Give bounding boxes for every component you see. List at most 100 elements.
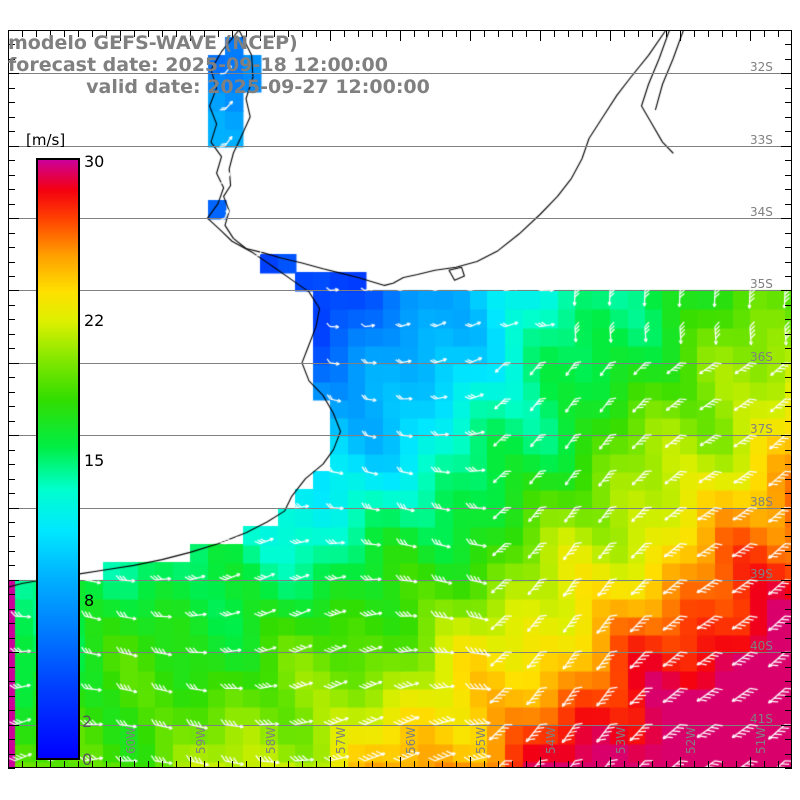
tick-left	[8, 435, 19, 436]
tick-top	[232, 30, 233, 37]
tick-top	[330, 30, 331, 41]
tick-right	[785, 88, 792, 89]
tick-top	[750, 30, 751, 41]
lon-label-60W: 60W	[124, 726, 138, 754]
tick-right	[781, 435, 792, 436]
tick-right	[785, 102, 792, 103]
tick-bottom	[22, 761, 23, 768]
tick-bottom	[218, 761, 219, 768]
tick-left	[8, 262, 15, 263]
tick-bottom	[358, 761, 359, 768]
tick-right	[781, 218, 792, 219]
tick-top	[512, 30, 513, 37]
tick-left	[8, 667, 15, 668]
tick-left	[8, 233, 15, 234]
colorbar-tick-22: 22	[84, 310, 105, 330]
tick-top	[288, 30, 289, 37]
colorbar-tick-15: 15	[84, 451, 105, 470]
tick-left	[8, 681, 15, 682]
colorbar-units: [m/s]	[26, 131, 66, 149]
tick-bottom	[428, 761, 429, 768]
tick-right	[785, 667, 792, 668]
lon-label-56W: 56W	[404, 726, 418, 754]
tick-left	[8, 363, 19, 364]
tick-bottom	[288, 761, 289, 768]
tick-bottom	[120, 757, 121, 768]
tick-top	[92, 30, 93, 37]
tick-top	[218, 30, 219, 37]
lon-label-58W: 58W	[264, 726, 278, 754]
map-plot-area[interactable]	[8, 30, 792, 768]
tick-left	[8, 160, 15, 161]
tick-bottom	[414, 761, 415, 768]
tick-bottom	[498, 761, 499, 768]
tick-right	[785, 623, 792, 624]
tick-left	[8, 189, 15, 190]
tick-right	[785, 348, 792, 349]
tick-bottom	[540, 757, 541, 768]
tick-top	[764, 30, 765, 37]
tick-bottom	[386, 761, 387, 768]
tick-top	[652, 30, 653, 37]
tick-bottom	[134, 761, 135, 768]
tick-right	[785, 609, 792, 610]
tick-top	[260, 30, 261, 41]
tick-left	[8, 102, 15, 103]
tick-top	[190, 30, 191, 41]
tick-top	[526, 30, 527, 37]
tick-bottom	[36, 761, 37, 768]
tick-top	[722, 30, 723, 37]
tick-bottom	[694, 761, 695, 768]
tick-bottom	[582, 761, 583, 768]
tick-right	[785, 262, 792, 263]
tick-top	[358, 30, 359, 37]
tick-right	[785, 117, 792, 118]
tick-left	[8, 247, 15, 248]
lat-label-35S: 35S	[750, 277, 773, 292]
lat-label-40S: 40S	[750, 639, 773, 654]
tick-left	[8, 59, 15, 60]
tick-top	[316, 30, 317, 37]
tick-left	[8, 377, 15, 378]
tick-right	[785, 392, 792, 393]
tick-top	[610, 30, 611, 41]
tick-bottom	[680, 757, 681, 768]
tick-bottom	[638, 761, 639, 768]
lat-label-41S: 41S	[750, 711, 773, 726]
tick-bottom	[344, 761, 345, 768]
tick-top	[680, 30, 681, 41]
tick-bottom	[232, 761, 233, 768]
tick-right	[785, 710, 792, 711]
tick-bottom	[246, 761, 247, 768]
colorbar-tick-8: 8	[84, 591, 95, 611]
tick-top	[540, 30, 541, 41]
tick-right	[785, 638, 792, 639]
tick-left	[8, 421, 15, 422]
tick-bottom	[778, 761, 779, 768]
tick-bottom	[456, 761, 457, 768]
tick-top	[456, 30, 457, 37]
tick-top	[36, 30, 37, 37]
tick-right	[781, 290, 792, 291]
tick-bottom	[316, 761, 317, 768]
tick-left	[8, 551, 15, 552]
tick-bottom	[260, 757, 261, 768]
tick-top	[442, 30, 443, 37]
tick-top	[554, 30, 555, 37]
tick-bottom	[50, 757, 51, 768]
tick-right	[785, 247, 792, 248]
tick-top	[204, 30, 205, 37]
tick-left	[8, 710, 15, 711]
tick-top	[694, 30, 695, 37]
tick-right	[781, 73, 792, 74]
tick-bottom	[750, 757, 751, 768]
lon-label-51W: 51W	[754, 726, 768, 754]
tick-bottom	[190, 757, 191, 768]
tick-top	[470, 30, 471, 41]
colorbar[interactable]	[36, 158, 80, 760]
tick-top	[708, 30, 709, 37]
tick-right	[781, 508, 792, 509]
tick-left	[8, 565, 15, 566]
tick-left	[8, 638, 15, 639]
tick-top	[582, 30, 583, 37]
